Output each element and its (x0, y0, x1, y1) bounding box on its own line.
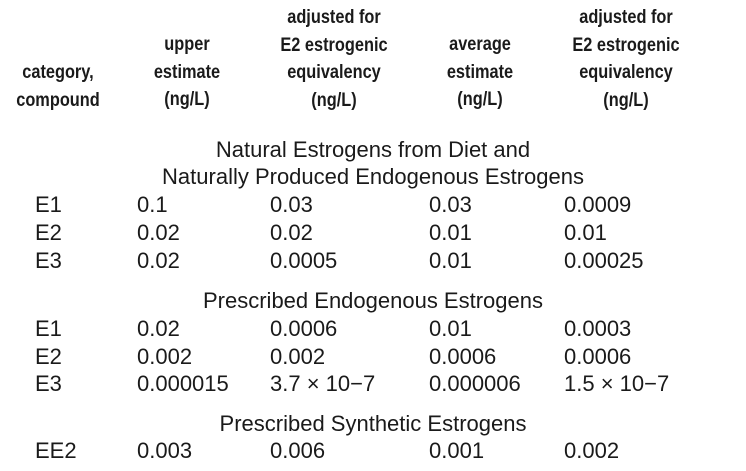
table-cell: E1 (35, 192, 62, 217)
table-cell: 1.5 × 10−7 (564, 371, 670, 396)
table-cell: E3 (35, 248, 62, 273)
table-cell: E3 (35, 371, 62, 396)
table-cell: 0.002 (270, 344, 326, 369)
table-cell: 0.02 (270, 220, 313, 245)
column-header-average-estimate: average estimate (ng/L) (446, 34, 514, 110)
table-cell: 3.7 × 10−7 (270, 371, 376, 396)
table-cell: 0.003 (137, 438, 193, 463)
table-cell: E1 (35, 316, 62, 341)
table-cell: 0.02 (137, 316, 180, 341)
table-cell: 0.02 (137, 220, 180, 245)
table-cell: 0.0003 (564, 316, 632, 341)
table-cell: 0.1 (137, 192, 168, 217)
table-cell: 0.000006 (429, 371, 521, 396)
section-title-natural: Natural Estrogens from Diet and Naturall… (162, 137, 584, 189)
section-title-prescribed-synthetic: Prescribed Synthetic Estrogens (219, 411, 527, 436)
table-cell: 0.001 (429, 438, 485, 463)
table-cell: 0.02 (137, 248, 180, 273)
table-cell: 0.0005 (270, 248, 338, 273)
table-cell: 0.00025 (564, 248, 644, 273)
table-cell: 0.03 (270, 192, 313, 217)
table-cell: E2 (35, 344, 62, 369)
table-cell: 0.0006 (270, 316, 338, 341)
table-cell: E2 (35, 220, 62, 245)
table-cell: 0.000015 (137, 371, 229, 396)
table-cell: 0.01 (429, 248, 472, 273)
column-header-category: category, compound (16, 62, 100, 111)
table-cell: EE2 (35, 438, 77, 463)
table-cell: 0.0009 (564, 192, 632, 217)
section-title-prescribed-endogenous: Prescribed Endogenous Estrogens (203, 288, 543, 313)
table-cell: 0.03 (429, 192, 472, 217)
table-cell: 0.01 (564, 220, 607, 245)
table-cell: 0.0006 (564, 344, 632, 369)
column-header-upper-adjusted: adjusted for E2 estrogenic equivalency (… (280, 7, 388, 111)
table-cell: 0.01 (429, 220, 472, 245)
table-cell: 0.006 (270, 438, 326, 463)
column-header-upper-estimate: upper estimate (ng/L) (153, 34, 221, 110)
table-cell: 0.002 (137, 344, 193, 369)
table-cell: 0.0006 (429, 344, 497, 369)
column-header-average-adjusted: adjusted for E2 estrogenic equivalency (… (572, 7, 680, 111)
table-cell: 0.01 (429, 316, 472, 341)
table-cell: 0.002 (564, 438, 620, 463)
